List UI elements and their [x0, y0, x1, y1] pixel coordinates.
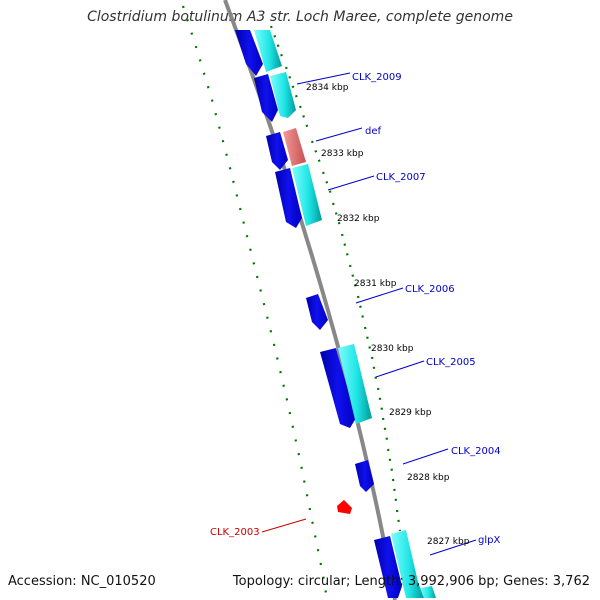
gene-reverse: [254, 30, 282, 72]
gene-highlight: [337, 500, 352, 514]
gene-label-glpx: glpX: [478, 535, 500, 546]
tick-label: 2831 kbp: [354, 279, 397, 289]
map-title: Clostridium botulinum A3 str. Loch Maree…: [87, 9, 513, 25]
gene-reverse: [292, 164, 322, 226]
gene-labels: CLK_2009 def CLK_2007 CLK_2006 CLK_2005 …: [210, 72, 501, 546]
gene-label-clk-2004: CLK_2004: [451, 446, 501, 457]
gene-rna: [283, 128, 306, 166]
forward-strand-genes: [235, 30, 402, 598]
accession-text: Accession: NC_010520: [8, 574, 156, 589]
gene-label-clk-2007: CLK_2007: [376, 172, 426, 183]
gene-label-clk-2005: CLK_2005: [426, 357, 476, 368]
gene-reverse: [270, 72, 296, 118]
label-leaders: [261, 72, 477, 556]
gene-forward: [306, 294, 328, 330]
gene-reverse: [391, 530, 424, 598]
gene-label-clk-2006: CLK_2006: [405, 284, 455, 295]
inner-tick-ring: [181, 5, 329, 600]
tick-label: 2830 kbp: [371, 344, 414, 354]
gene-forward: [355, 460, 374, 492]
gene-reverse-small: [420, 586, 436, 598]
gene-forward: [235, 30, 263, 76]
gene-reverse: [338, 344, 372, 424]
tick-label: 2828 kbp: [407, 473, 450, 483]
gene-forward: [254, 74, 278, 122]
tick-label: 2834 kbp: [306, 83, 349, 93]
gene-forward: [275, 168, 302, 228]
gene-forward: [320, 348, 356, 428]
gene-label-clk-2003: CLK_2003: [210, 527, 260, 538]
tick-label: 2827 kbp: [427, 537, 470, 547]
tick-label: 2832 kbp: [337, 214, 380, 224]
gene-label-def: def: [365, 126, 382, 137]
gene-forward: [266, 132, 288, 170]
tick-label: 2833 kbp: [321, 149, 364, 159]
gene-forward: [374, 536, 402, 598]
tick-label: 2829 kbp: [389, 408, 432, 418]
reverse-strand-genes: [254, 30, 436, 598]
gene-label-clk-2009: CLK_2009: [352, 72, 402, 83]
genome-summary-text: Topology: circular; Length: 3,992,906 bp…: [232, 574, 590, 589]
kbp-tick-labels: 2834 kbp 2833 kbp 2832 kbp 2831 kbp 2830…: [306, 83, 470, 547]
